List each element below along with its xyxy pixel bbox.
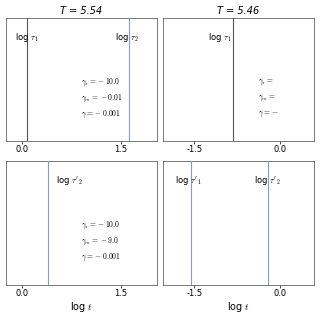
X-axis label: log $t$: log $t$	[70, 300, 93, 315]
Text: $\gamma_s = -10.0$: $\gamma_s = -10.0$	[81, 220, 121, 231]
Text: $\gamma_m = -0.01$: $\gamma_m = -0.01$	[81, 92, 123, 104]
Text: $\gamma_s =$: $\gamma_s =$	[258, 77, 274, 87]
Text: $\gamma = -0.001$: $\gamma = -0.001$	[81, 108, 121, 120]
Text: $\gamma = -$: $\gamma = -$	[258, 109, 280, 119]
Title: T = 5.54: T = 5.54	[60, 5, 102, 16]
Text: $\gamma_m = -9.0$: $\gamma_m = -9.0$	[81, 236, 119, 247]
Title: T = 5.46: T = 5.46	[218, 5, 260, 16]
Text: log $\tau'_2$: log $\tau'_2$	[254, 174, 280, 188]
Text: log $\tau_1$: log $\tau_1$	[208, 31, 232, 44]
Text: $\gamma_s = -10.0$: $\gamma_s = -10.0$	[81, 76, 121, 88]
Text: log $\tau'_1$: log $\tau'_1$	[175, 174, 202, 188]
Text: log $\tau'_2$: log $\tau'_2$	[56, 174, 82, 188]
Text: $\gamma = -0.001$: $\gamma = -0.001$	[81, 252, 121, 263]
Text: log $\tau_2$: log $\tau_2$	[115, 31, 138, 44]
Text: $\gamma_m =$: $\gamma_m =$	[258, 93, 276, 103]
X-axis label: log $t$: log $t$	[227, 300, 250, 315]
Text: log $\tau_1$: log $\tau_1$	[15, 31, 38, 44]
